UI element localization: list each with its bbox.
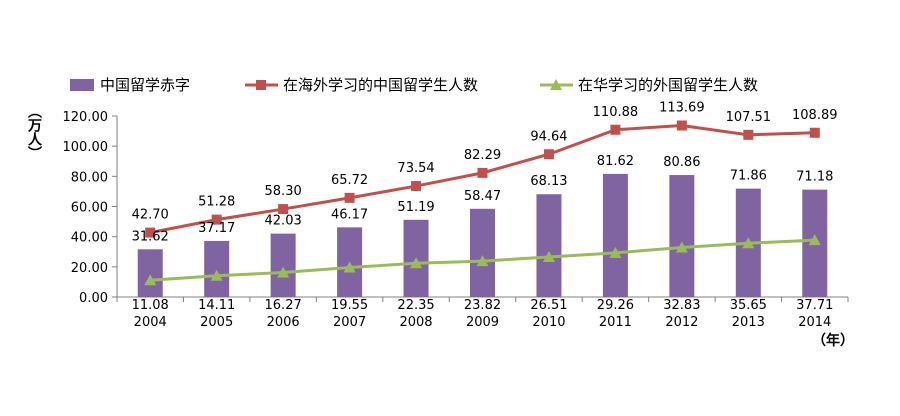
marker-foreign-2011	[609, 246, 622, 258]
x-tick-label: 2010	[532, 315, 565, 330]
x-tick-label: 2014	[798, 315, 831, 330]
foreign-value-label: 35.65	[730, 298, 767, 313]
data-labels: 31.62 37.17 42.03 46.17 51.19 58.47 68.13 81.62…	[132, 101, 838, 313]
marker-foreign-2012	[675, 241, 688, 253]
marker-overseas-2012	[676, 120, 687, 131]
marker-overseas-2007	[344, 192, 355, 203]
legend: 中国留学赤字 在海外学习的中国留学生人数 在华学习的外国留学生人数	[70, 76, 758, 94]
overseas-value-label: 108.89	[792, 108, 838, 123]
bar-value-label: 71.18	[796, 170, 833, 185]
overseas-value-label: 65.72	[331, 173, 368, 188]
x-tick-label: 2008	[399, 315, 432, 330]
x-tick-label: 2013	[732, 315, 765, 330]
overseas-value-label: 107.51	[726, 110, 772, 125]
y-axis: 0.00 20.00 40.00 60.00 80.00 100.00 120.00	[63, 110, 118, 306]
legend-swatch-bar	[70, 79, 94, 91]
foreign-value-label: 26.51	[530, 298, 567, 313]
overseas-value-label: 110.88	[593, 105, 639, 120]
marker-overseas-2010	[543, 149, 554, 160]
x-tick-label: 2009	[466, 315, 499, 330]
y-axis-unit-label: （万人）	[26, 104, 43, 160]
x-tick-label: 2005	[200, 315, 233, 330]
y-tick-label: 120.00	[63, 110, 109, 125]
overseas-value-label: 94.64	[530, 129, 567, 144]
marker-foreign-2008	[410, 257, 423, 269]
bar-value-label: 42.03	[265, 214, 302, 229]
marker-overseas-2011	[610, 124, 621, 135]
foreign-value-label: 37.71	[796, 298, 833, 313]
y-tick-label: 0.00	[79, 291, 108, 306]
foreign-value-label: 16.27	[265, 298, 302, 313]
overseas-value-label: 113.69	[659, 101, 705, 116]
bar-value-label: 80.86	[663, 155, 700, 170]
marker-overseas-2014	[809, 127, 820, 138]
foreign-value-label: 32.83	[663, 298, 700, 313]
bar-2012	[669, 175, 695, 297]
bar-value-label: 81.62	[597, 154, 634, 169]
bar-value-label: 71.86	[730, 169, 767, 184]
overseas-value-label: 51.28	[198, 195, 235, 210]
marker-overseas-2013	[743, 129, 754, 140]
bar-value-label: 46.17	[331, 207, 368, 222]
overseas-value-label: 82.29	[464, 148, 501, 163]
overseas-value-label: 58.30	[265, 184, 302, 199]
x-tick-label: 2007	[333, 315, 366, 330]
foreign-value-label: 11.08	[132, 298, 169, 313]
marker-foreign-2006	[277, 266, 290, 278]
bar-2006	[270, 233, 296, 297]
marker-overseas-2009	[477, 167, 488, 178]
bar-value-label: 31.62	[132, 229, 169, 244]
marker-overseas-2008	[411, 181, 422, 192]
x-tick-label: 2012	[665, 315, 698, 330]
marker-overseas-2006	[278, 204, 289, 215]
x-axis-unit: （年）	[812, 332, 854, 349]
foreign-value-label: 14.11	[198, 298, 235, 313]
bar-2009	[470, 208, 495, 297]
bar-value-label: 51.19	[397, 200, 434, 215]
bar-2005	[204, 240, 230, 297]
x-tick-label: 2011	[599, 315, 632, 330]
marker-foreign-2007	[343, 261, 356, 273]
foreign-value-label: 29.26	[597, 298, 634, 313]
marker-foreign-2014	[808, 234, 821, 246]
marker-overseas-2004	[145, 227, 156, 238]
y-tick-label: 20.00	[71, 261, 108, 276]
x-axis: 2004 2005 2006 2007 2008 2009 2010 2011 2012 2013…	[116, 296, 854, 349]
marker-foreign-2005	[210, 269, 223, 281]
x-tick-label: 2006	[267, 315, 300, 330]
y-tick-label: 80.00	[71, 170, 108, 185]
overseas-value-label: 42.70	[132, 208, 169, 223]
legend-label-overseas: 在海外学习的中国留学生人数	[283, 76, 478, 94]
overseas-value-label: 73.54	[397, 161, 434, 176]
marker-foreign-2004	[144, 274, 157, 286]
marker-foreign-2010	[542, 251, 555, 263]
foreign-value-label: 22.35	[397, 298, 434, 313]
legend-label-foreign: 在华学习的外国留学生人数	[578, 76, 758, 94]
y-tick-label: 60.00	[71, 201, 108, 216]
bar-value-label: 68.13	[530, 174, 567, 189]
y-tick-label: 40.00	[71, 231, 108, 246]
bar-value-label: 37.17	[198, 221, 235, 236]
legend-label-bar: 中国留学赤字	[100, 76, 190, 94]
foreign-value-label: 23.82	[464, 298, 501, 313]
x-tick-label: 2004	[134, 315, 167, 330]
legend-swatch-foreign-marker	[550, 79, 562, 90]
line-series	[144, 120, 821, 286]
marker-foreign-2013	[742, 237, 755, 249]
foreign-value-label: 19.55	[331, 298, 368, 313]
bar-2010	[536, 194, 562, 297]
marker-foreign-2009	[476, 255, 489, 267]
y-tick-label: 100.00	[63, 140, 109, 155]
bar-2011	[602, 173, 628, 297]
marker-overseas-2005	[211, 214, 222, 225]
legend-swatch-overseas-marker	[256, 80, 266, 90]
y-axis-unit: （万人）	[26, 104, 43, 160]
bar-value-label: 58.47	[464, 189, 501, 204]
bar-2004	[137, 249, 163, 297]
